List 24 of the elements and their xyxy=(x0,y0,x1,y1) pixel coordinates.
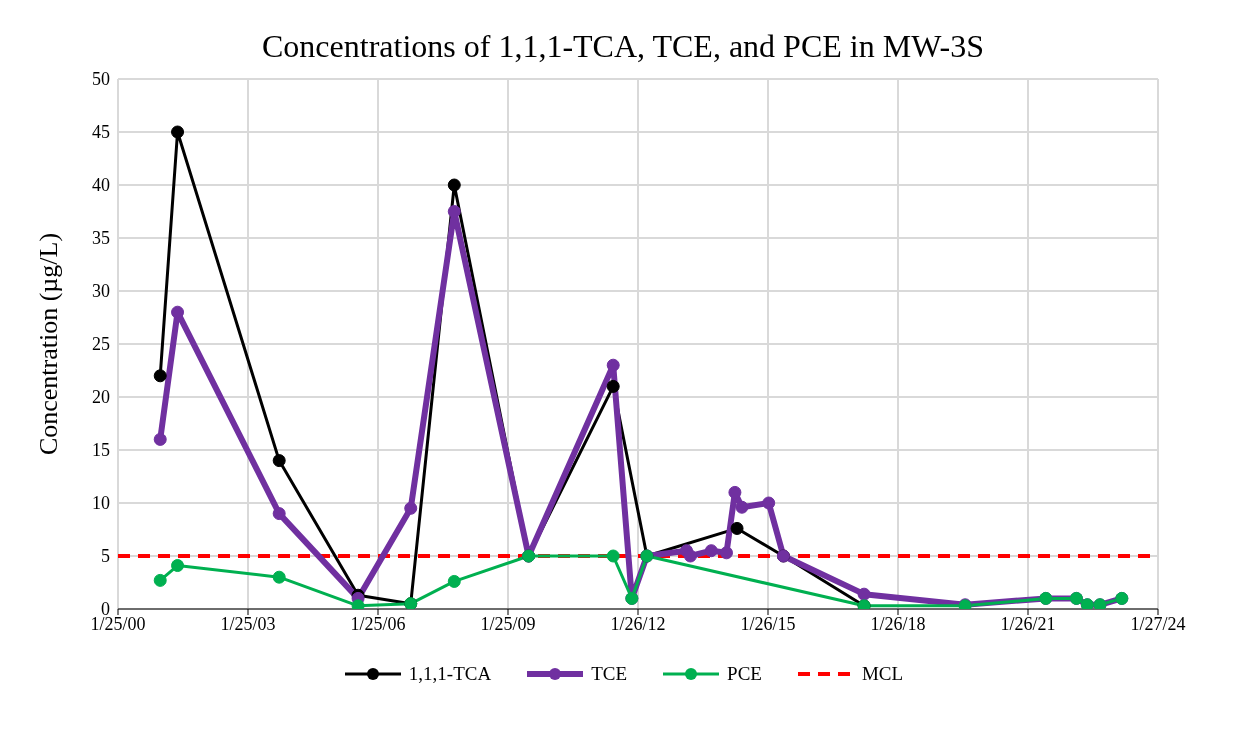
legend-label: TCE xyxy=(591,663,628,685)
x-tick-label: 1/25/09 xyxy=(480,613,536,634)
legend-label: PCE xyxy=(727,663,762,685)
y-tick-label: 15 xyxy=(92,440,110,461)
x-tick-label: 1/25/06 xyxy=(350,613,406,634)
x-tick-label: 1/25/03 xyxy=(220,613,276,634)
y-tick-label: 5 xyxy=(101,546,110,567)
y-tick-label: 40 xyxy=(92,175,110,196)
x-tick-label: 1/26/21 xyxy=(1000,613,1056,634)
y-tick-label: 50 xyxy=(92,69,110,90)
x-tick-label: 1/27/24 xyxy=(1130,613,1186,634)
legend-label: MCL xyxy=(861,663,904,685)
y-tick-label: 35 xyxy=(92,228,110,249)
x-tick-label: 1/26/15 xyxy=(740,613,796,634)
y-tick-label: 10 xyxy=(92,493,110,514)
y-tick-label: 30 xyxy=(92,281,110,302)
x-tick-label: 1/26/18 xyxy=(870,613,926,634)
y-tick-label: 25 xyxy=(92,334,110,355)
x-tick-label: 1/26/12 xyxy=(610,613,666,634)
legend-label: 1,1,1-TCA xyxy=(408,663,492,685)
y-tick-label: 20 xyxy=(92,387,110,408)
y-tick-label: 45 xyxy=(92,122,110,143)
chart-title: Concentrations of 1,1,1-TCA, TCE, and PCE in MW-3S xyxy=(261,28,985,65)
y-axis-title: Concentration (µg/L) xyxy=(34,232,64,456)
